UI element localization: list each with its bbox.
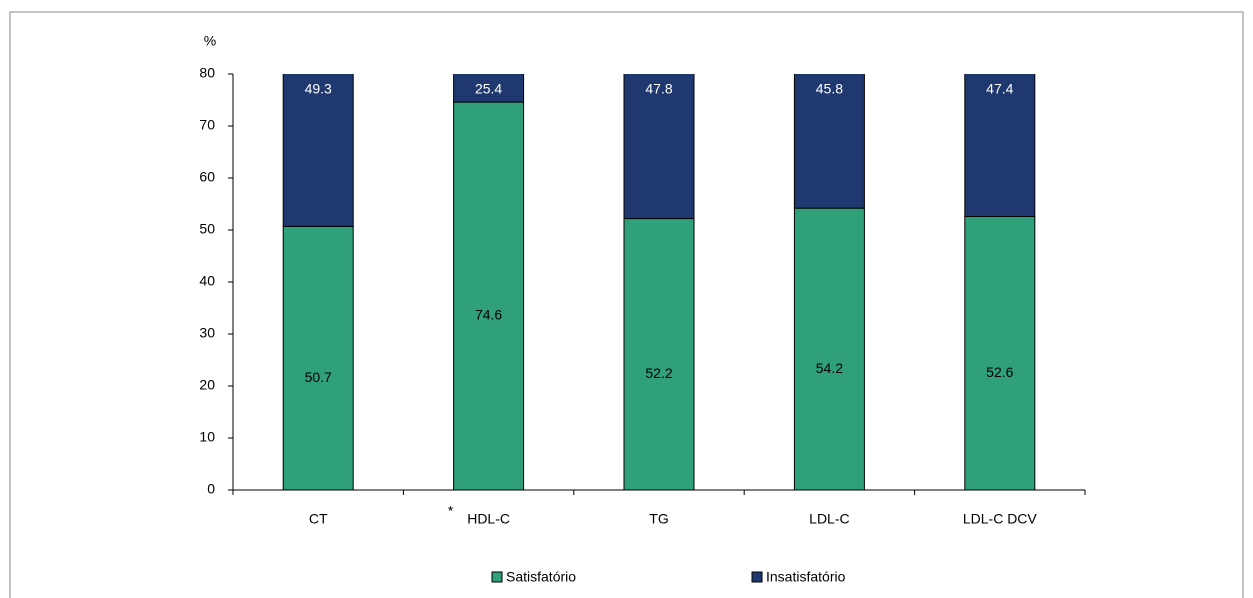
x-tick-label: CT — [309, 511, 328, 527]
data-label: 50.7 — [305, 369, 332, 385]
data-label: 47.8 — [645, 81, 672, 97]
legend-swatch — [751, 571, 763, 583]
annotation: * — [448, 503, 454, 519]
frame — [9, 11, 1244, 598]
y-axis-label: % — [204, 33, 216, 49]
x-tick-label: LDL-C DCV — [963, 511, 1038, 527]
y-tick-label: 20 — [199, 377, 215, 393]
data-label: 25.4 — [475, 81, 502, 97]
y-tick-label: 50 — [199, 221, 215, 237]
legend-swatch — [491, 571, 503, 583]
bar-segment — [453, 101, 525, 490]
data-label: 45.8 — [816, 81, 843, 97]
y-tick-label: 0 — [207, 481, 215, 497]
bar-segment — [623, 218, 695, 490]
data-label: 74.6 — [475, 307, 502, 323]
y-tick-label: 10 — [199, 429, 215, 445]
y-tick-label: 70 — [199, 117, 215, 133]
bar-segment — [623, 74, 695, 220]
legend-label: Satisfatório — [506, 569, 576, 585]
bar-segment — [964, 215, 1036, 490]
y-tick-label: 80 — [199, 65, 215, 81]
legend-label: Insatisfatório — [766, 569, 846, 585]
bar-segment — [282, 74, 354, 227]
plot-area — [282, 74, 1036, 490]
data-label: 47.4 — [986, 81, 1013, 97]
data-label: 52.6 — [986, 364, 1013, 380]
x-tick-label: HDL-C — [467, 511, 510, 527]
bar-segment — [793, 74, 865, 209]
data-label: 49.3 — [305, 81, 332, 97]
bar-segment — [453, 74, 525, 103]
bar-segment — [282, 225, 354, 490]
x-tick-label: LDL-C — [809, 511, 849, 527]
x-tick-label: TG — [649, 511, 668, 527]
y-tick-label: 40 — [199, 273, 215, 289]
bar-segment — [793, 207, 865, 490]
y-tick-label: 60 — [199, 169, 215, 185]
data-label: 54.2 — [816, 360, 843, 376]
data-label: 52.2 — [645, 365, 672, 381]
y-tick-label: 30 — [199, 325, 215, 341]
bar-segment — [964, 74, 1036, 217]
